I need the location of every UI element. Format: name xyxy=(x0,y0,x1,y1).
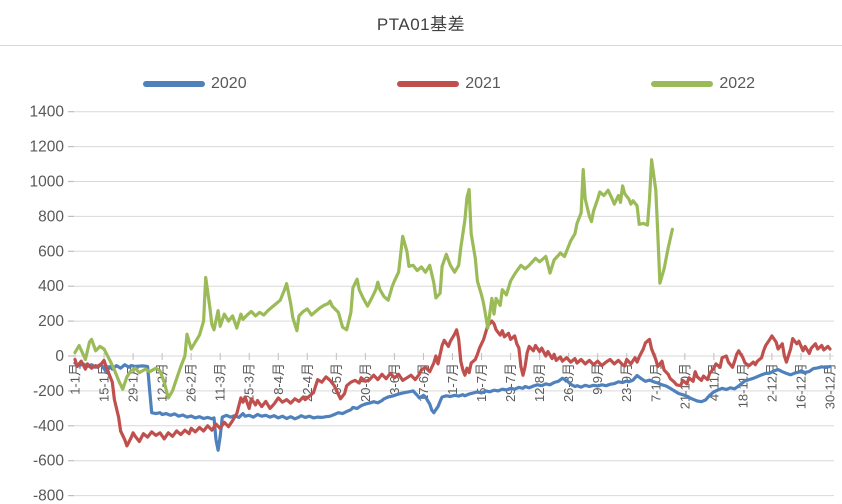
legend-item-2022: 2022 xyxy=(651,75,755,93)
y-axis-label-600: 600 xyxy=(38,243,64,260)
y-axis-label-1000: 1000 xyxy=(30,174,65,191)
series-line-2020 xyxy=(73,361,832,452)
legend-label-2020: 2020 xyxy=(211,75,247,92)
legend-swatch-2020 xyxy=(143,81,205,87)
x-axis-label-12-8月: 12-8月 xyxy=(532,363,547,402)
x-axis-label-16-12月: 16-12月 xyxy=(793,363,808,409)
legend-item-2021: 2021 xyxy=(397,75,501,93)
y-axis-label-0: 0 xyxy=(55,348,64,365)
x-axis-label-26-2月: 26-2月 xyxy=(184,363,199,402)
x-axis-label-25-3月: 25-3月 xyxy=(242,363,257,402)
x-axis-label-8-4月: 8-4月 xyxy=(271,363,286,395)
legend-label-2021: 2021 xyxy=(465,75,501,92)
x-axis-label-1-7月: 1-7月 xyxy=(445,363,460,395)
x-axis-label-1-1月: 1-1月 xyxy=(68,363,83,395)
y-axis-label--200: -200 xyxy=(33,383,64,400)
legend-item-2020: 2020 xyxy=(143,75,247,93)
x-axis-label-6-5月: 6-5月 xyxy=(329,363,344,395)
legend-label-2022: 2022 xyxy=(719,75,755,92)
x-axis-label-29-7月: 29-7月 xyxy=(503,363,518,402)
y-axis-label--800: -800 xyxy=(33,488,64,504)
x-axis-label-30-12月: 30-12月 xyxy=(823,363,838,409)
legend-swatch-2022 xyxy=(651,81,714,87)
y-axis-label--600: -600 xyxy=(33,453,64,470)
x-axis-label-18-11月: 18-11月 xyxy=(735,363,750,408)
series-line-2022 xyxy=(73,158,675,400)
x-axis-label-9-9月: 9-9月 xyxy=(590,363,605,395)
title-divider xyxy=(0,45,842,46)
legend-swatch-2021 xyxy=(397,81,460,87)
chart-title: PTA01基差 xyxy=(376,15,466,34)
y-axis-label-1200: 1200 xyxy=(30,139,65,156)
y-axis-label--400: -400 xyxy=(33,418,64,435)
x-axis-label-11-3月: 11-3月 xyxy=(213,363,228,401)
legend: 2020 2021 2022 xyxy=(143,75,755,93)
y-axis-label-800: 800 xyxy=(38,208,64,225)
y-axis-label-200: 200 xyxy=(38,313,64,330)
x-axis-label-15-7月: 15-7月 xyxy=(474,363,489,402)
x-axis-label-22-4月: 22-4月 xyxy=(300,363,315,402)
y-axis-label-400: 400 xyxy=(38,278,64,295)
y-axis-label-1400: 1400 xyxy=(30,104,65,121)
series-line-2021 xyxy=(73,319,832,448)
